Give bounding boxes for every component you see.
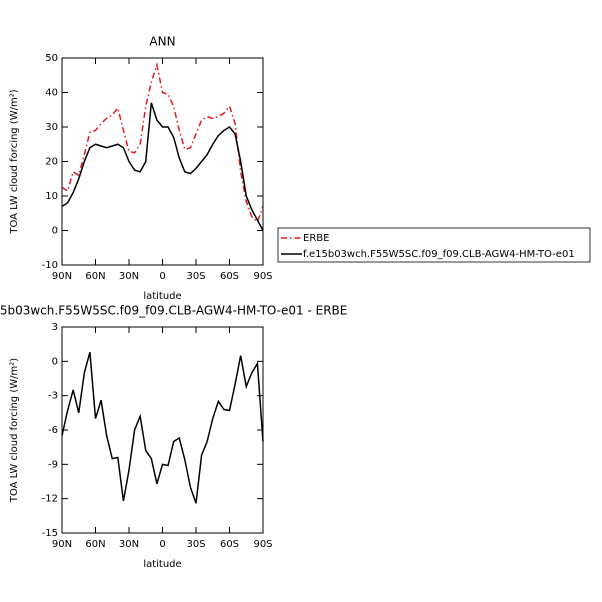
legend-box bbox=[277, 227, 591, 263]
chart-title: f.e15b03wch.F55W5SC.f09_f09.CLB-AGW4-HM-… bbox=[0, 304, 347, 318]
x-tick-label: 30S bbox=[186, 271, 205, 282]
x-tick-label: 60N bbox=[85, 539, 105, 550]
legend-label: f.e15b03wch.F55W5SC.f09_f09.CLB-AGW4-HM-… bbox=[303, 249, 575, 260]
y-tick-label: -3 bbox=[48, 391, 58, 402]
x-tick-label: 90N bbox=[52, 539, 72, 550]
x-tick-label: 60N bbox=[85, 271, 105, 282]
chart-title: ANN bbox=[149, 35, 175, 49]
x-tick-label: 30S bbox=[186, 539, 205, 550]
y-tick-label: 20 bbox=[45, 157, 58, 168]
x-tick-label: 60S bbox=[220, 539, 239, 550]
plot-frame bbox=[61, 326, 264, 534]
x-tick-label: 90S bbox=[253, 271, 272, 282]
x-tick-label: 0 bbox=[159, 539, 165, 550]
y-tick-label: -15 bbox=[42, 528, 58, 539]
y-axis-label: TOA LW cloud forcing (W/m²) bbox=[9, 358, 20, 503]
y-tick-label: 0 bbox=[52, 356, 58, 367]
x-tick-label: 90S bbox=[253, 539, 272, 550]
y-tick-label: -12 bbox=[42, 494, 58, 505]
y-tick-label: 50 bbox=[45, 53, 58, 64]
plot-frame bbox=[61, 57, 264, 266]
y-tick-label: 30 bbox=[45, 122, 58, 133]
series-line bbox=[61, 61, 264, 224]
x-tick-label: 30N bbox=[119, 539, 139, 550]
y-tick-label: 3 bbox=[52, 322, 58, 333]
y-axis-label: TOA LW cloud forcing (W/m²) bbox=[9, 89, 20, 234]
y-tick-label: -10 bbox=[42, 260, 58, 271]
y-tick-label: 40 bbox=[45, 88, 58, 99]
y-tick-label: 10 bbox=[45, 191, 58, 202]
x-tick-label: 60S bbox=[220, 271, 239, 282]
series-line bbox=[61, 102, 264, 231]
y-tick-label: -6 bbox=[48, 425, 58, 436]
x-axis-label: latitude bbox=[143, 559, 181, 570]
x-axis-label: latitude bbox=[143, 291, 181, 302]
series-line bbox=[61, 351, 264, 504]
x-tick-label: 0 bbox=[159, 271, 165, 282]
x-tick-label: 90N bbox=[52, 271, 72, 282]
y-tick-label: 0 bbox=[52, 226, 58, 237]
x-tick-label: 30N bbox=[119, 271, 139, 282]
y-tick-label: -9 bbox=[48, 459, 58, 470]
legend-label: ERBE bbox=[303, 233, 329, 244]
